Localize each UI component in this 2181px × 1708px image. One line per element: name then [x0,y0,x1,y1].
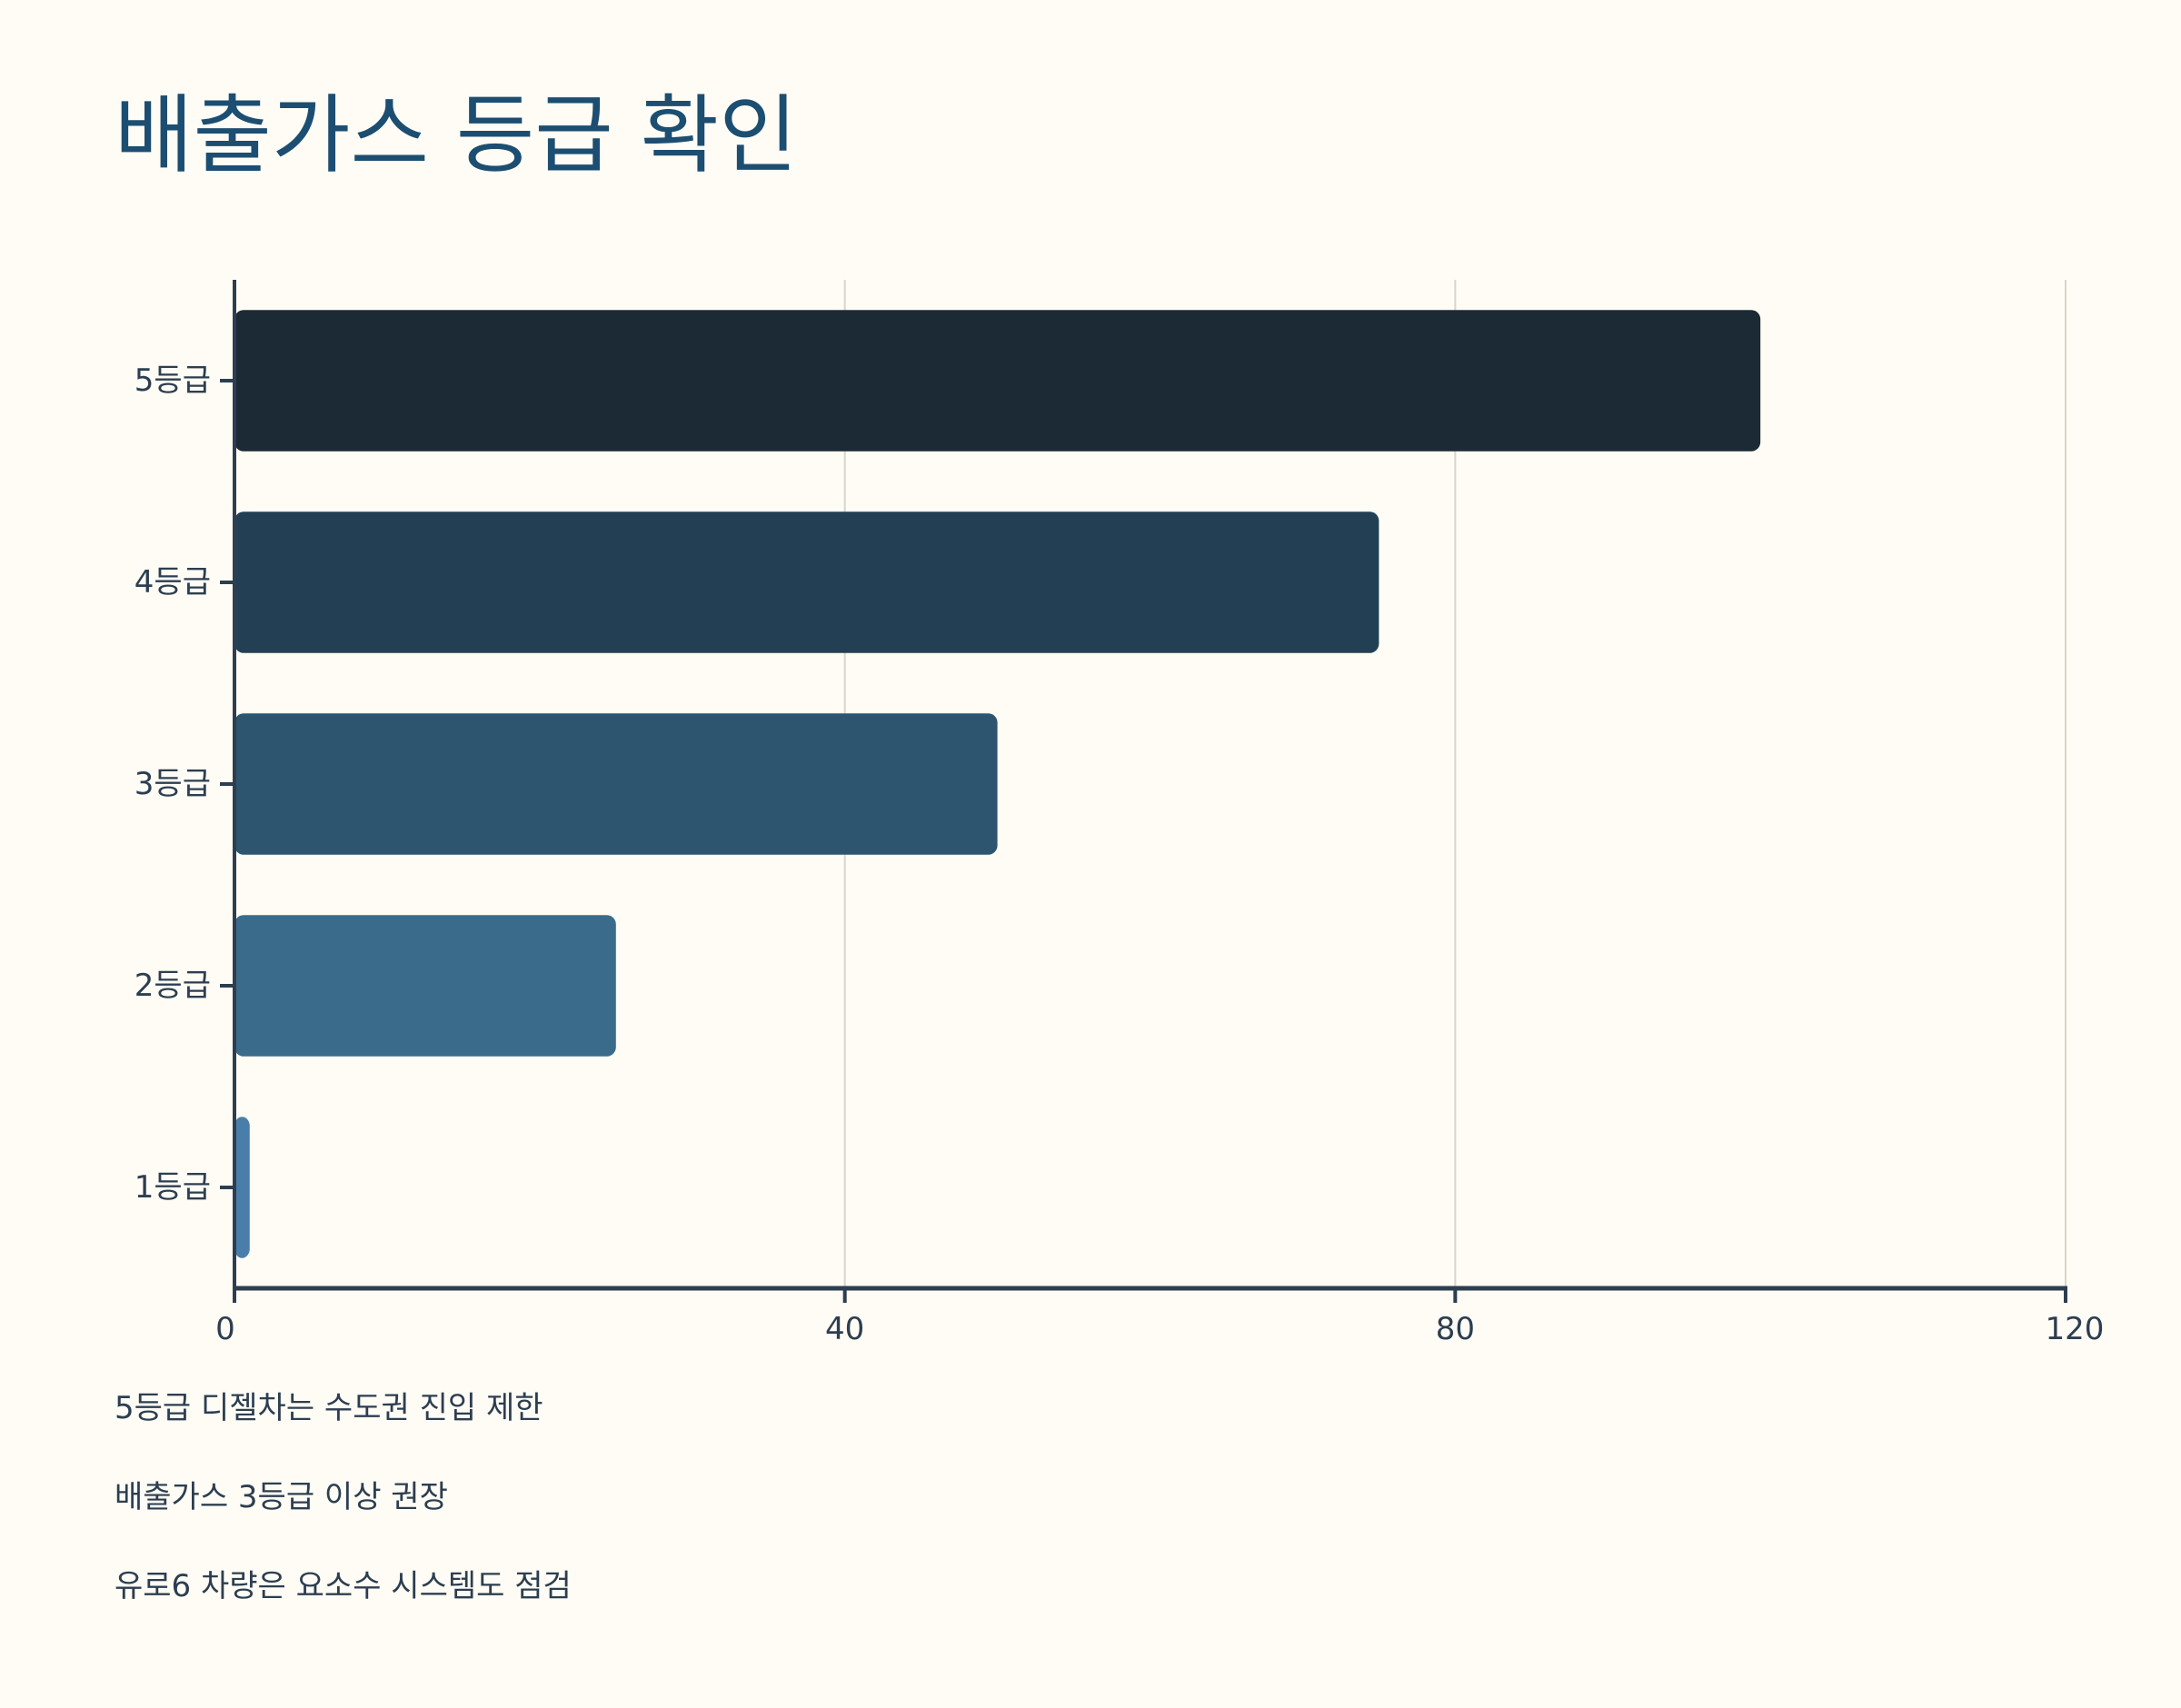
x-tick-label: 40 [825,1311,864,1347]
y-tick-label: 3등급 [134,766,211,802]
y-tick-label: 5등급 [134,362,211,399]
note-item: 유로6 차량은 요소수 시스템도 점검 [115,1568,572,1604]
axes: 5등급 4등급 3등급 2등급 1등급 0 40 80 120 [134,280,2105,1347]
y-tick-label: 2등급 [134,968,211,1004]
bar-4 [234,915,616,1057]
bar-3 [234,713,998,855]
notes-list: 5등급 디젤차는 수도권 진입 제한 배출가스 3등급 이상 권장 유로6 차량… [115,1390,572,1657]
note-item: 배출가스 3등급 이상 권장 [115,1479,448,1515]
bars [234,310,1761,1258]
x-tick-label: 80 [1436,1311,1475,1347]
y-tick-label: 1등급 [134,1169,211,1206]
bar-2 [234,511,1379,653]
y-tick-label: 4등급 [134,564,211,601]
bar-1 [234,310,1761,452]
chart-title: 배출가스 등급 확인 [115,86,798,185]
bar-5 [234,1117,250,1258]
emission-grade-chart: 5등급 4등급 3등급 2등급 1등급 0 40 80 120 [134,280,2105,1347]
x-tick-label: 120 [2046,1311,2105,1347]
x-tick-label: 0 [215,1311,235,1347]
note-item: 5등급 디젤차는 수도권 진입 제한 [115,1390,543,1426]
